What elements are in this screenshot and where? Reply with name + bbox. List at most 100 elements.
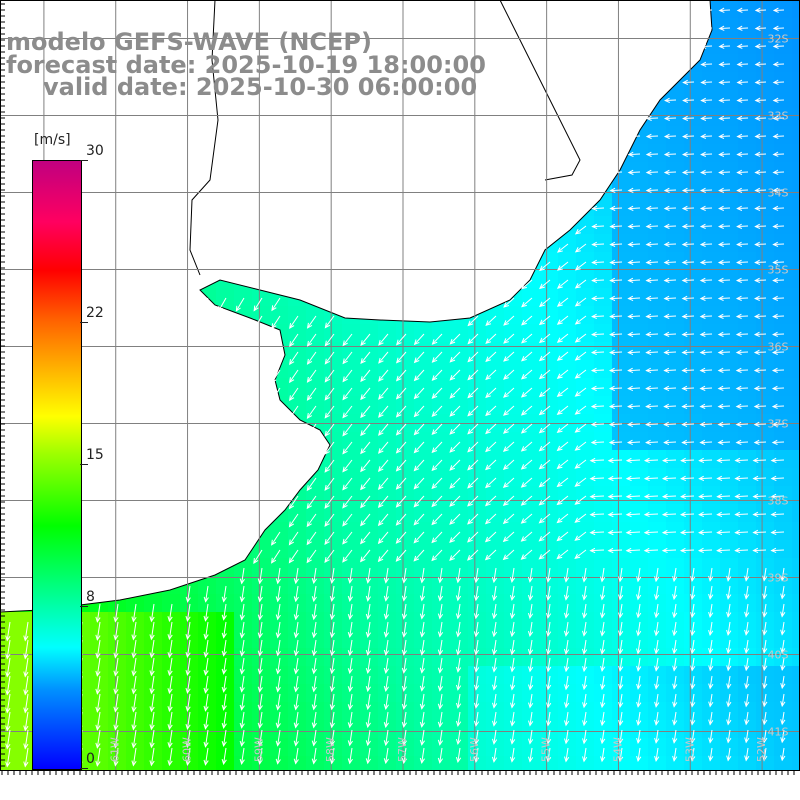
wind-arrow [475,621,479,637]
wind-arrowhead [360,430,366,437]
wind-arrowhead [149,616,155,623]
wind-arrow [691,639,695,654]
wind-arrow [737,243,749,246]
wind-arrow [204,603,209,621]
wind-arrow [727,747,731,761]
wind-arrow [467,513,479,525]
wind-arrow [755,27,767,30]
wind-arrowhead [589,547,596,554]
wind-speed-cell [774,558,792,576]
wind-arrow [271,315,281,329]
wind-arrow [511,639,515,655]
wind-arrowhead [257,650,263,657]
wind-arrow [557,477,569,487]
wind-arrow [673,567,677,582]
wind-arrow [754,405,767,408]
wind-arrowhead [754,169,761,175]
wind-speed-cell [684,684,702,702]
wind-speed-cell [756,72,774,90]
wind-speed-cell [396,702,414,720]
wind-speed-cell [702,468,720,486]
wind-speed-cell [558,486,576,504]
wind-arrow [521,423,533,434]
wind-arrow [511,747,515,762]
wind-arrowhead [289,341,295,348]
wind-speed-cell [234,756,252,770]
wind-arrow [718,333,731,336]
wind-arrowhead [700,43,707,49]
wind-arrowhead [636,755,642,763]
wind-arrow [449,477,461,489]
wind-arrow [223,675,227,692]
wind-speed-cell [270,594,288,612]
wind-speed-cell [738,648,756,666]
wind-speed-cell [630,342,648,360]
wind-arrowhead [645,115,652,121]
wind-speed-cell [216,702,234,720]
wind-arrow [575,477,587,487]
wind-arrowhead [431,411,438,418]
wind-arrowhead [288,557,295,564]
wind-speed-cell [630,378,648,396]
wind-speed-cell [558,504,576,522]
wind-arrowhead [574,265,581,271]
wind-arrow [773,279,785,282]
wind-arrowhead [383,758,389,765]
wind-arrowhead [413,375,420,382]
wind-speed-cell [648,576,666,594]
wind-speed-cell [738,18,756,36]
wind-arrowhead [717,259,724,265]
wind-speed-cell [738,540,756,558]
wind-speed-cell [774,198,792,216]
wind-arrowhead [275,740,281,747]
wind-speed-cell [612,504,630,522]
lon-label: 54W [611,737,624,762]
wind-speed-cell [342,720,360,738]
wind-arrow [475,729,479,744]
wind-arrowhead [780,719,786,726]
wind-arrowhead [672,576,678,583]
wind-arrow [565,675,569,690]
wind-arrowhead [698,493,705,500]
wind-arrowhead [772,259,779,265]
wind-arrow [646,333,659,336]
wind-arrow [701,9,713,12]
wind-speed-cell [468,630,486,648]
wind-arrow [737,207,749,210]
wind-arrow [324,495,335,509]
wind-speed-cell [450,522,468,540]
wind-arrow [718,279,731,282]
wind-arrow [378,549,389,562]
border-line [189,0,219,276]
wind-arrow [583,747,587,762]
wind-arrow [168,747,173,766]
wind-arrowhead [627,385,634,391]
wind-arrowhead [698,475,705,482]
wind-arrowhead [473,756,480,763]
wind-speed-cell [684,558,702,576]
wind-arrowhead [679,511,686,518]
wind-arrowhead [185,759,191,767]
wind-arrow [403,639,407,655]
wind-arrowhead [437,613,444,620]
wind-arrowhead [5,743,11,750]
wind-arrow [485,369,497,380]
wind-arrow [655,657,659,671]
wind-arrowhead [600,756,606,763]
wind-arrowhead [736,115,743,121]
wind-speed-cell [522,720,540,738]
wind-arrow [701,63,713,66]
wind-arrow [6,693,11,713]
wind-arrow [592,261,605,264]
wind-arrowhead [627,295,634,301]
wind-arrow [313,693,317,710]
wind-speed-cell [702,738,720,756]
wind-speed-cell [792,162,800,180]
wind-arrowhead [377,520,384,527]
wind-arrow [681,477,695,480]
wind-speed-cell [18,702,36,720]
wind-arrow [511,729,515,744]
wind-arrow [717,549,731,552]
wind-arrowhead [306,412,313,419]
wind-arrowhead [342,376,348,383]
